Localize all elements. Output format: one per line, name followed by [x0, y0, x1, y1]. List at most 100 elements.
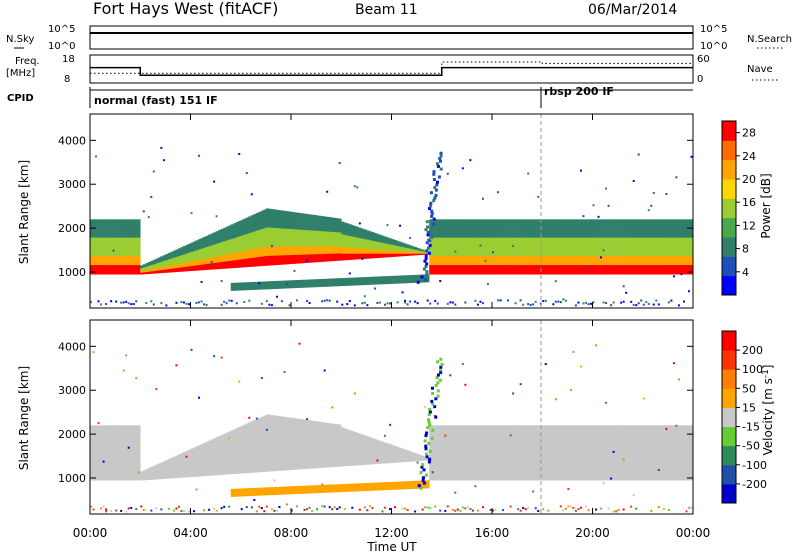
- data-cell: [298, 254, 302, 264]
- data-cell: [665, 219, 669, 229]
- data-cell: [617, 228, 621, 238]
- data-cell: [132, 434, 136, 444]
- data-cell: [537, 461, 541, 472]
- data-cell: [444, 471, 448, 481]
- data-cell: [115, 255, 118, 266]
- data-cell: [572, 434, 576, 444]
- data-cell: [411, 456, 415, 459]
- data-cell: [323, 452, 327, 461]
- data-cell: [170, 265, 174, 270]
- data-cell: [605, 237, 608, 248]
- data-cell: [321, 452, 324, 461]
- data-cell: [421, 476, 425, 480]
- data-cell: [615, 255, 618, 266]
- data-cell: [137, 434, 141, 444]
- data-cell: [652, 443, 656, 454]
- data-cell: [544, 265, 548, 275]
- data-cell: [532, 471, 536, 481]
- data-cell: [509, 471, 513, 481]
- data-cell: [419, 251, 422, 254]
- noise-top-tick: 10^5: [48, 24, 75, 35]
- data-cell: [358, 248, 362, 255]
- data-cell: [253, 463, 257, 473]
- data-cell: [152, 472, 156, 476]
- data-cell: [278, 280, 282, 289]
- data-cell: [682, 452, 686, 463]
- data-cell: [421, 251, 425, 253]
- data-cell: [690, 443, 694, 454]
- freq-bottom-tick: 8: [64, 74, 70, 85]
- data-cell: [278, 219, 282, 229]
- data-cell: [665, 228, 669, 238]
- data-cell: [316, 238, 319, 247]
- data-cell: [308, 428, 312, 437]
- data-cell: [411, 249, 415, 251]
- data-cell: [584, 255, 588, 266]
- data-cell: [547, 219, 551, 229]
- data-cell: [223, 300, 226, 303]
- data-cell: [484, 461, 488, 472]
- data-cell: [172, 254, 176, 259]
- data-cell: [537, 219, 541, 229]
- data-cell: [240, 235, 244, 244]
- data-cell: [522, 228, 525, 238]
- data-cell: [278, 416, 282, 426]
- data-cell: [642, 219, 646, 229]
- data-cell: [291, 486, 294, 495]
- data-cell: [645, 265, 649, 275]
- data-cell: [130, 461, 134, 472]
- data-cell: [386, 247, 390, 251]
- data-cell: [321, 246, 324, 255]
- data-cell: [597, 228, 601, 238]
- data-cell: [469, 265, 473, 275]
- data-cell: [308, 254, 312, 263]
- data-cell: [469, 452, 473, 463]
- data-cell: [301, 221, 304, 231]
- data-cell: [205, 252, 209, 259]
- data-cell: [160, 267, 164, 271]
- data-cell: [554, 280, 557, 283]
- data-cell: [512, 392, 515, 395]
- data-cell: [489, 246, 493, 257]
- data-cell: [419, 470, 423, 474]
- data-cell: [213, 468, 216, 476]
- data-cell: [474, 461, 478, 472]
- data-cell: [627, 471, 631, 481]
- data-cell: [632, 471, 636, 481]
- data-cell: [373, 276, 377, 285]
- data-cell: [185, 468, 189, 473]
- data-cell: [682, 228, 686, 238]
- data-cell: [107, 219, 111, 229]
- data-cell: [348, 447, 352, 455]
- data-cell: [685, 246, 689, 257]
- data-cell: [424, 253, 427, 255]
- power-ylabel: Slant Range [km]: [17, 160, 31, 264]
- data-cell: [122, 443, 126, 454]
- data-cell: [687, 237, 691, 248]
- data-cell: [642, 397, 645, 400]
- data-cell: [559, 265, 563, 275]
- data-cell: [423, 439, 427, 443]
- data-cell: [587, 255, 591, 266]
- data-cell: [363, 253, 367, 259]
- data-cell: [667, 265, 671, 275]
- data-cell: [346, 435, 350, 442]
- data-cell: [662, 434, 666, 444]
- data-cell: [670, 471, 674, 481]
- data-cell: [213, 244, 216, 252]
- data-cell: [117, 237, 121, 248]
- data-cell: [177, 458, 181, 463]
- data-cell: [371, 451, 375, 456]
- data-cell: [564, 434, 568, 444]
- data-cell: [421, 456, 425, 458]
- data-cell: [416, 456, 420, 458]
- data-cell: [298, 460, 302, 470]
- data-cell: [213, 438, 216, 445]
- data-cell: [670, 237, 674, 248]
- data-cell: [187, 467, 191, 473]
- data-cell: [514, 219, 518, 229]
- data-cell: [446, 505, 449, 508]
- data-cell: [140, 269, 144, 272]
- data-cell: [622, 255, 626, 266]
- data-cell: [461, 228, 465, 238]
